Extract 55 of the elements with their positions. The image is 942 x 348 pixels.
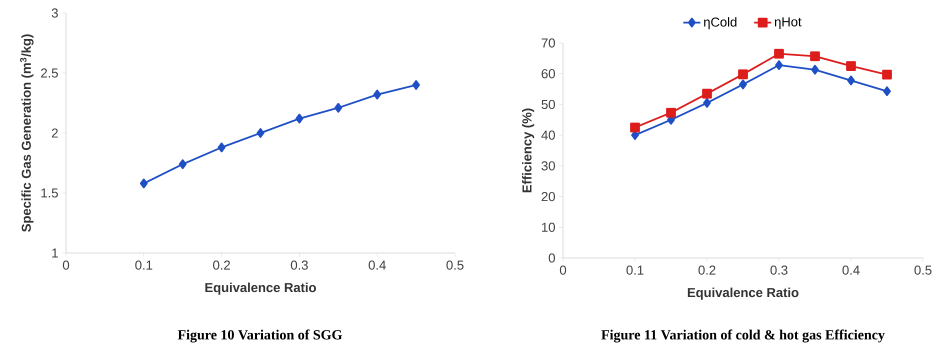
y-tick-label: 1 [52, 248, 58, 258]
y-tick-label: 40 [541, 130, 555, 140]
point [178, 159, 187, 170]
point [738, 69, 748, 80]
point [774, 48, 784, 59]
caption: Figure 11 Variation of cold & hot gas Efficiency [601, 330, 885, 342]
point [666, 108, 676, 118]
x-tick-label: 0.3 [770, 266, 788, 275]
y-tick-label: 2.5 [41, 68, 58, 78]
x-tick-label: 0.5 [446, 260, 464, 270]
x-tick-label: 0.1 [626, 266, 644, 275]
point [883, 86, 891, 96]
x-tick-label: 0.2 [213, 260, 230, 270]
x-tick-label: 0 [62, 260, 70, 270]
x-tick-label: 0.4 [842, 266, 860, 275]
point [739, 80, 747, 90]
y-tick-label: 20 [542, 192, 555, 202]
y-tick-label: 1.5 [41, 188, 58, 198]
point [373, 90, 382, 100]
point [775, 60, 783, 70]
point [218, 142, 226, 152]
y-tick-label: 30 [542, 161, 555, 170]
y-tick-label: 0 [548, 253, 555, 263]
y-tick-label: 10 [542, 222, 555, 232]
x-axis-title: Equivalence Ratio [205, 282, 316, 295]
x-tick-label: 0 [560, 266, 566, 275]
x-axis-title: Equivalence Ratio [688, 288, 798, 300]
legend-label: ηHot [774, 17, 802, 30]
y-tick-label: 60 [542, 69, 555, 78]
x-tick-label: 0.5 [914, 266, 932, 275]
y-axis-title: Specific Gas Generation (m$^{3}$/kg) [20, 34, 34, 232]
point [847, 76, 855, 86]
point [702, 88, 712, 99]
point [140, 178, 148, 188]
point [811, 64, 819, 75]
x-tick-label: 0.2 [698, 266, 716, 275]
point [256, 128, 264, 138]
point [630, 122, 640, 132]
y-tick-label: 2 [52, 128, 58, 138]
point [412, 80, 420, 90]
x-tick-label: 0.3 [290, 260, 308, 270]
y-axis-title: Efficiency (%) [522, 108, 534, 192]
x-tick-label: 0.4 [368, 260, 386, 270]
y-tick-label: 70 [542, 38, 555, 48]
point [882, 70, 892, 80]
legend-label: ηCold [704, 17, 736, 30]
y-tick-label: 50 [542, 100, 555, 110]
point [810, 51, 820, 62]
point [296, 114, 304, 124]
point [334, 102, 342, 113]
point [703, 98, 711, 108]
y-tick-label: 3 [52, 8, 58, 18]
caption: Figure 10 Variation of SGG [178, 330, 342, 342]
x-tick-label: 0.1 [135, 260, 152, 270]
point [846, 61, 856, 71]
